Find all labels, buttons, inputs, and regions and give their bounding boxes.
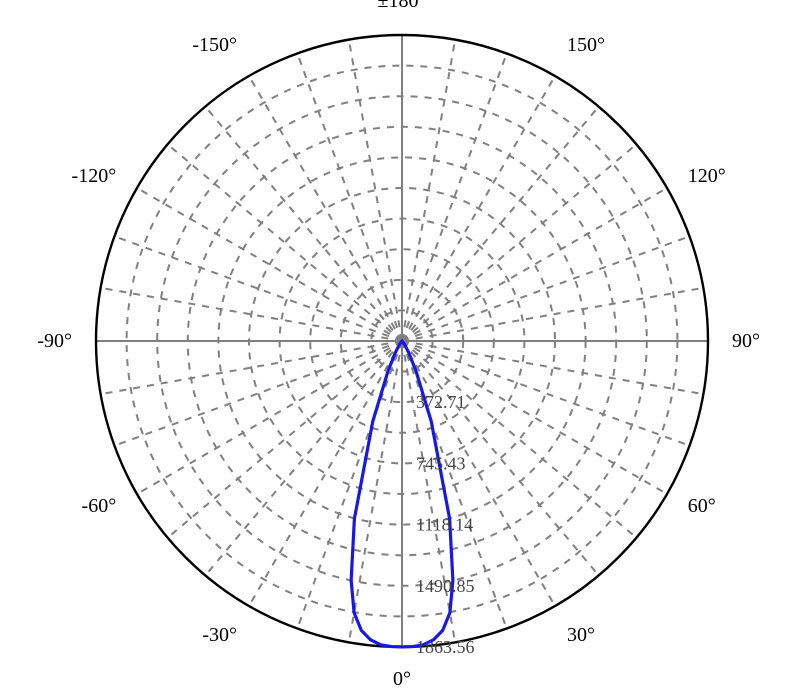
angle-label: -60° (82, 495, 117, 517)
radial-tick-label: 745.43 (416, 453, 466, 473)
polar-chart: 372.71 745.43 1118.14 1490.85 1863.560° 30° 60… (0, 0, 809, 695)
angle-label: 120° (688, 165, 726, 187)
angle-label: ±180° (378, 0, 427, 12)
angle-label: 60° (688, 495, 716, 517)
angle-label: -150° (192, 34, 237, 56)
angle-label: 0° (393, 668, 411, 690)
angle-label: 90° (732, 330, 760, 352)
angle-label: -30° (202, 624, 237, 646)
angle-label: 30° (567, 624, 595, 646)
radial-tick-label: 1863.56 (416, 637, 475, 657)
angle-label: -90° (37, 330, 72, 352)
angle-label: -120° (72, 165, 117, 187)
radial-tick-label: 1118.14 (416, 515, 473, 535)
radial-tick-label: 372.71 (416, 392, 466, 412)
radial-tick-label: 1490.85 (416, 576, 475, 596)
angle-label: 150° (567, 34, 605, 56)
